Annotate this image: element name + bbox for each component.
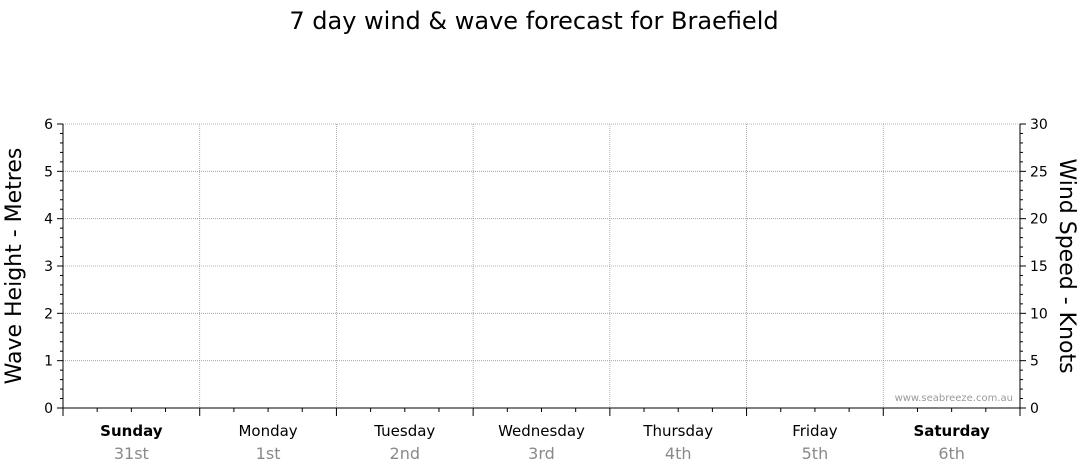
tick-labels: 0 1 2 3 4 5 6 0 5 10 15 20 25 30 [44,117,1048,417]
day-label: Thursday [642,422,713,440]
right-tick-label: 10 [1030,306,1048,322]
date-label: 3rd [528,444,555,463]
day-label: Sunday [100,422,163,440]
left-tick-label: 1 [44,354,53,370]
right-tick-label: 30 [1030,117,1048,133]
left-tick-label: 6 [44,117,53,133]
axes [57,123,1026,416]
grid-lines [63,123,1020,408]
day-labels: Sunday 31st Monday 1st Tuesday 2nd Wednesday 3r… [100,422,990,463]
date-label: 31st [114,444,149,463]
day-label: Saturday [913,422,990,440]
day-label: Friday [792,422,838,440]
day-label: Tuesday [373,422,435,440]
left-tick-label: 2 [44,306,53,322]
date-label: 4th [665,444,692,463]
date-label: 2nd [390,444,420,463]
chart-title: 7 day wind & wave forecast for Braefield [289,7,778,35]
date-label: 5th [802,444,829,463]
left-tick-label: 0 [44,401,53,417]
day-label: Monday [238,422,297,440]
right-tick-label: 5 [1030,354,1039,370]
left-axis-label: Wave Height - Metres [2,148,27,385]
right-axis-label: Wind Speed - Knots [1054,158,1079,373]
left-tick-label: 5 [44,164,53,180]
credit-text: www.seabreeze.com.au [895,393,1013,404]
right-tick-label: 0 [1030,401,1039,417]
left-tick-label: 4 [44,212,53,228]
left-tick-label: 3 [44,259,53,275]
day-label: Wednesday [498,422,585,440]
date-label: 1st [256,444,281,463]
right-tick-label: 15 [1030,259,1048,275]
right-tick-label: 20 [1030,212,1048,228]
date-label: 6th [938,444,965,463]
right-tick-label: 25 [1030,164,1048,180]
